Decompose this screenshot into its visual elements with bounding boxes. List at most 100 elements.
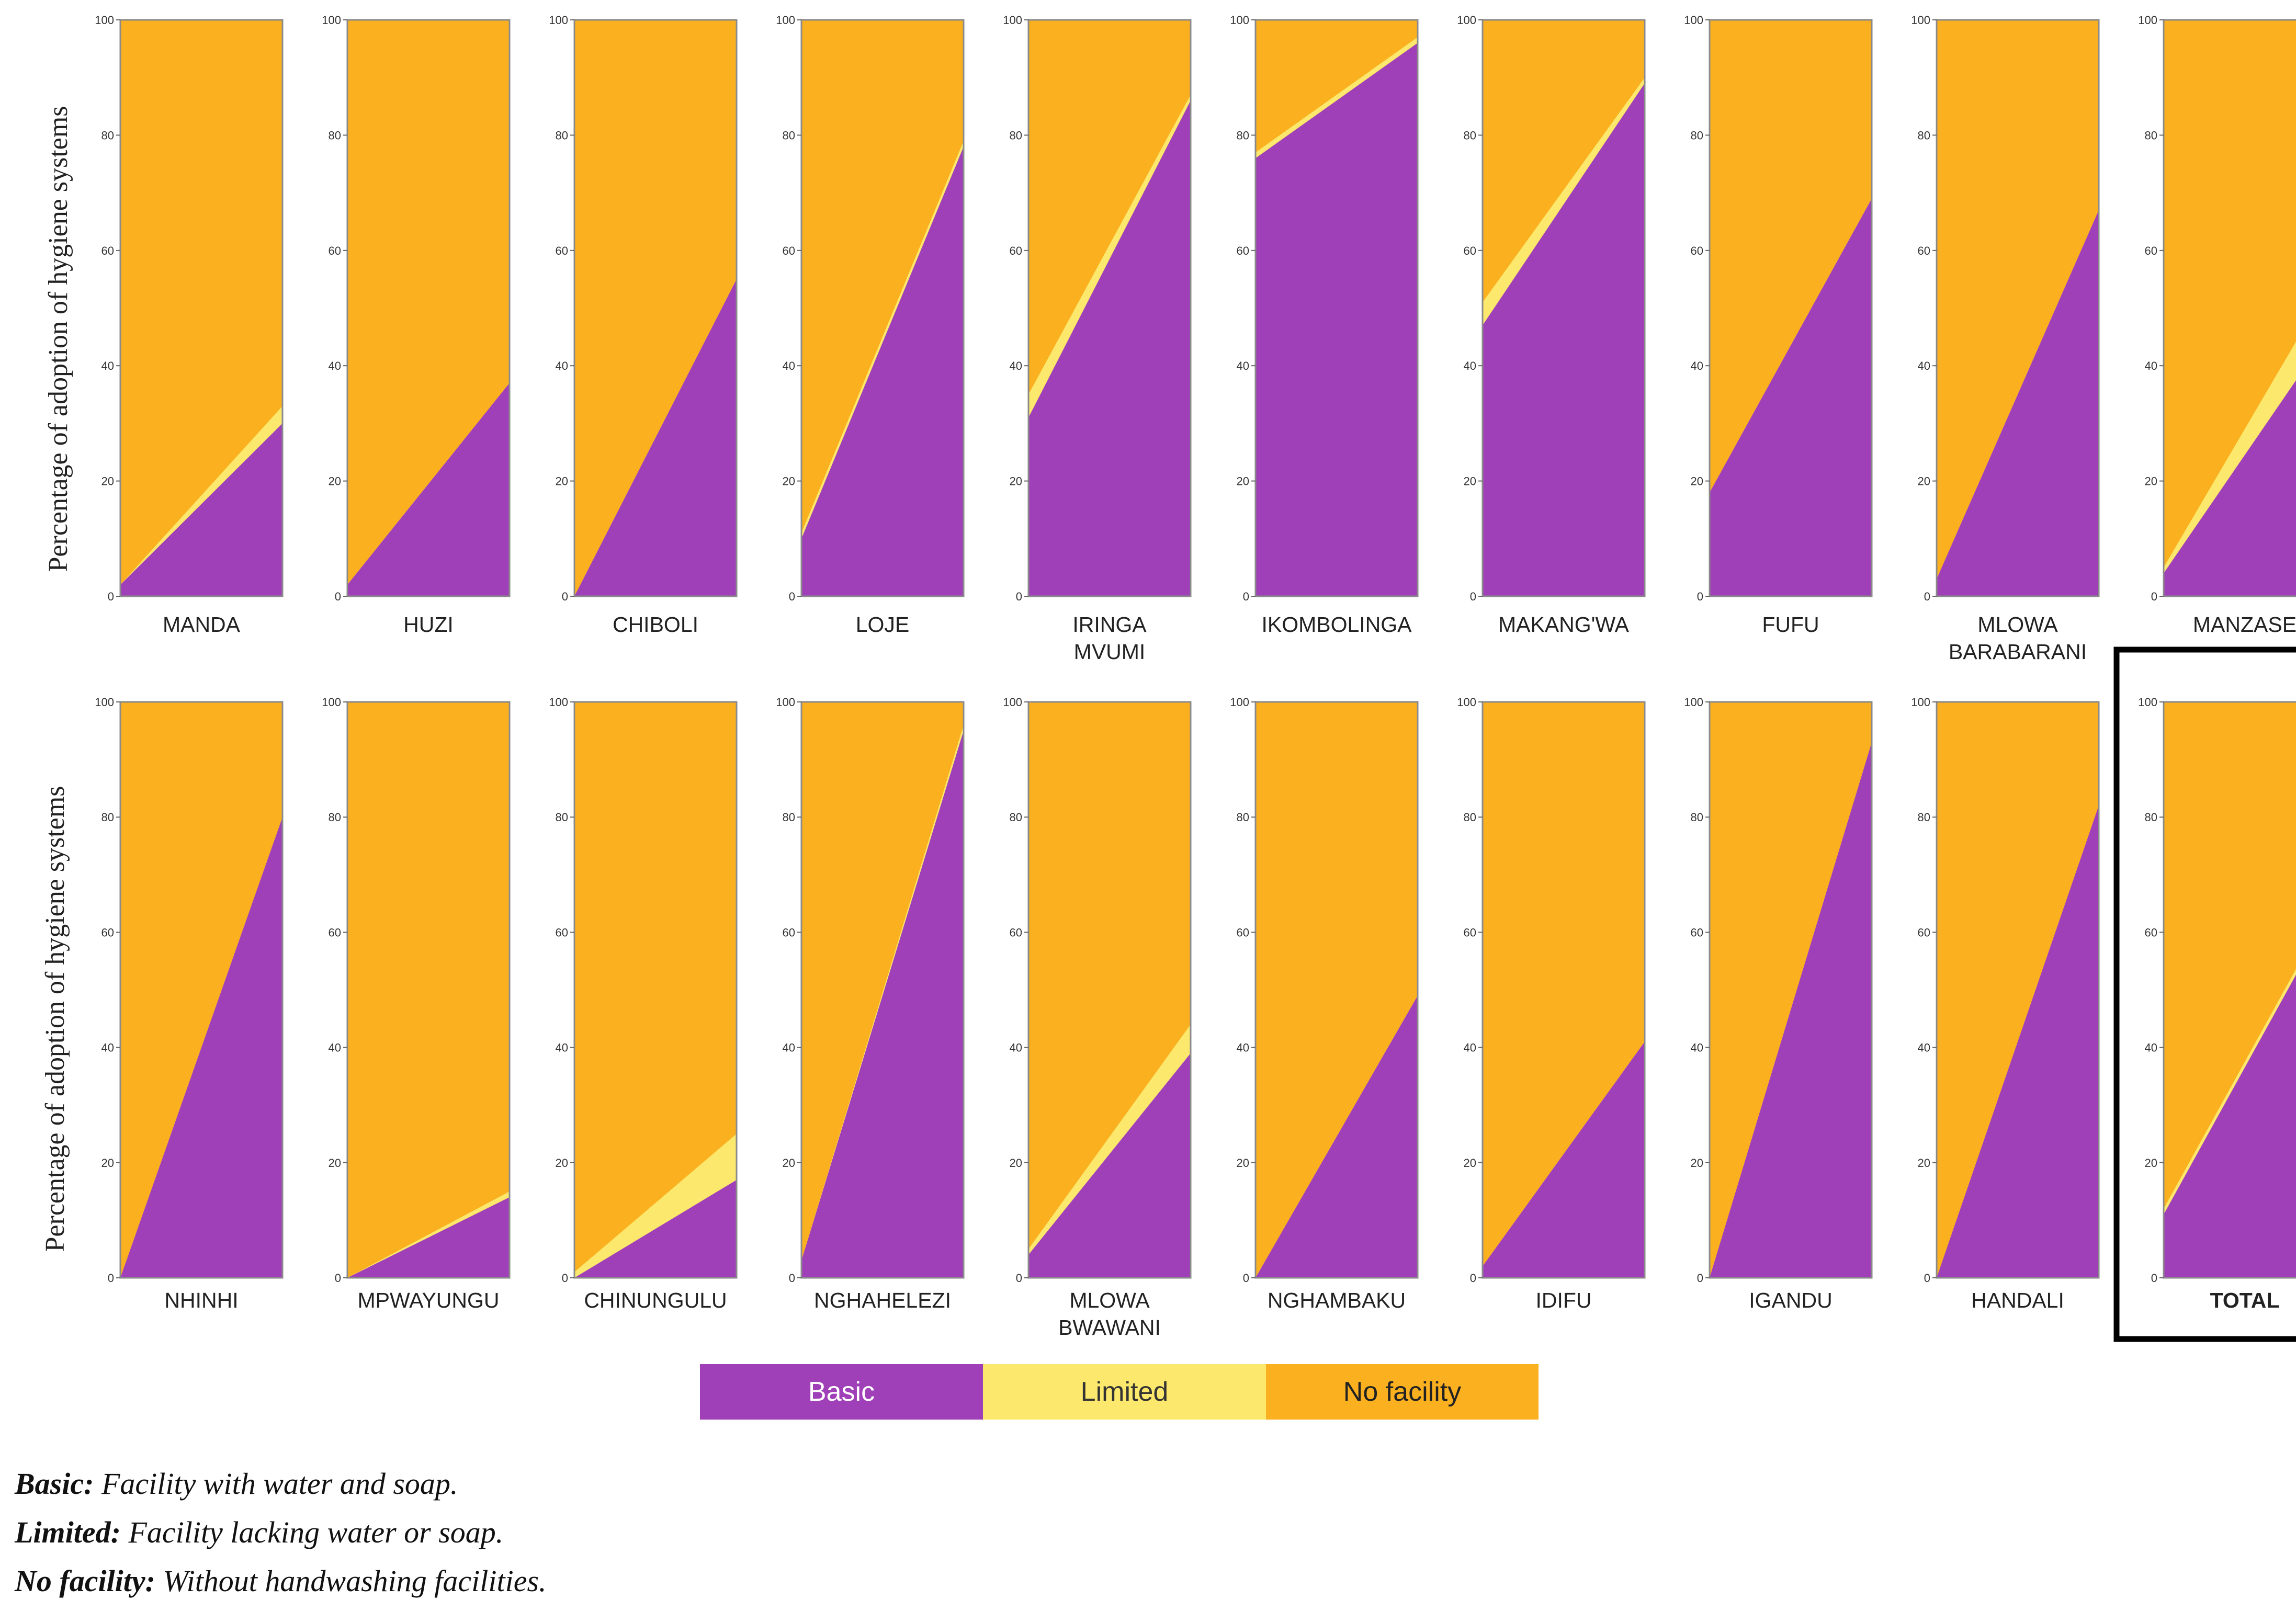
tick-label-nghambaku-100: 100 bbox=[1230, 696, 1249, 709]
tick-label-nhinhi-40: 40 bbox=[101, 1041, 114, 1054]
tick-label-nhinhi-20: 20 bbox=[101, 1156, 114, 1170]
tick-label-chiboli-20: 20 bbox=[556, 475, 568, 488]
panel-chiboli: 0 20 40 60 80 100 CHIBOLI bbox=[549, 14, 738, 637]
tick-label-huzi-100: 100 bbox=[322, 14, 341, 27]
no-facility-area-mpwayungu bbox=[347, 702, 510, 1278]
tick-label-chinungulu-20: 20 bbox=[556, 1156, 568, 1170]
tick-label-manda-20: 20 bbox=[101, 475, 114, 488]
panel-frame-handali bbox=[1936, 701, 2100, 1279]
tick-label-mlowa-bwawani-0: 0 bbox=[1016, 1272, 1022, 1285]
basic-area-chinungulu bbox=[574, 1179, 737, 1278]
tick-label-handali-100: 100 bbox=[1911, 696, 1930, 709]
tick-label-mpwayungu-20: 20 bbox=[329, 1156, 341, 1170]
tick-label-makang-wa-80: 80 bbox=[1464, 129, 1476, 142]
panels-group: 0 20 40 60 80 100 MANDA 0 20 40 60 80 100 HUZI 0 20 40 60… bbox=[95, 14, 2296, 1342]
tick-label-manda-80: 80 bbox=[101, 129, 114, 142]
tick-label-total-100: 100 bbox=[2138, 696, 2157, 709]
tick-label-chinungulu-40: 40 bbox=[556, 1041, 568, 1054]
tick-label-makang-wa-60: 60 bbox=[1464, 244, 1476, 257]
panel-frame-manzase bbox=[2163, 19, 2296, 597]
tick-label-nghambaku-20: 20 bbox=[1237, 1156, 1249, 1170]
tick-label-ikombolinga-80: 80 bbox=[1237, 129, 1249, 142]
basic-area-manda bbox=[120, 423, 282, 596]
y-axis-label-top: Percentage of adoption of hygiene system… bbox=[43, 106, 73, 572]
tick-label-huzi-40: 40 bbox=[329, 359, 341, 372]
category-label-loje: LOJE bbox=[856, 612, 910, 637]
tick-label-chinungulu-0: 0 bbox=[562, 1272, 568, 1285]
tick-label-manzase-60: 60 bbox=[2145, 244, 2157, 257]
panel-frame-mpwayungu bbox=[346, 701, 511, 1279]
panel-frame-nhinhi bbox=[119, 701, 284, 1279]
tick-label-iringa-mvumi-0: 0 bbox=[1016, 590, 1022, 603]
legend: Basic Limited No facility bbox=[700, 1364, 1539, 1420]
legend-limited: Limited bbox=[983, 1364, 1266, 1420]
panel-nghambaku: 0 20 40 60 80 100 NGHAMBAKU bbox=[1230, 696, 1419, 1312]
basic-area-mlowa-bwawani bbox=[1028, 1053, 1191, 1278]
category-label-mlowa-bwawani-line1: MLOWA bbox=[1069, 1288, 1150, 1312]
basic-area-loje bbox=[801, 146, 964, 596]
category-label-chiboli: CHIBOLI bbox=[613, 612, 698, 637]
panel-handali: 0 20 40 60 80 100 HANDALI bbox=[1911, 696, 2100, 1312]
tick-label-ikombolinga-20: 20 bbox=[1237, 475, 1249, 488]
note-limited-text: Facility lacking water or soap. bbox=[120, 1515, 504, 1549]
tick-label-mlowa-barabarani-80: 80 bbox=[1918, 129, 1930, 142]
basic-area-total bbox=[2164, 974, 2296, 1278]
panel-nhinhi: 0 20 40 60 80 100 NHINHI bbox=[95, 696, 284, 1312]
tick-label-ikombolinga-40: 40 bbox=[1237, 359, 1249, 372]
tick-label-manzase-20: 20 bbox=[2145, 475, 2157, 488]
notes: Basic: Facility with water and soap. Lim… bbox=[15, 1459, 547, 1605]
tick-label-igandu-20: 20 bbox=[1691, 1156, 1703, 1170]
tick-label-nhinhi-100: 100 bbox=[95, 696, 114, 709]
basic-area-mpwayungu bbox=[347, 1197, 510, 1278]
panel-frame-iringa-mvumi bbox=[1027, 19, 1192, 597]
tick-label-idifu-100: 100 bbox=[1457, 696, 1476, 709]
panel-frame-huzi bbox=[346, 19, 511, 597]
tick-label-makang-wa-0: 0 bbox=[1470, 590, 1476, 603]
panel-frame-manda bbox=[119, 19, 284, 597]
tick-label-igandu-60: 60 bbox=[1691, 926, 1703, 939]
tick-label-manzase-40: 40 bbox=[2145, 359, 2157, 372]
panel-idifu: 0 20 40 60 80 100 IDIFU bbox=[1457, 696, 1646, 1312]
tick-label-handali-80: 80 bbox=[1918, 811, 1930, 824]
panel-frame-loje bbox=[800, 19, 965, 597]
panel-frame-makang-wa bbox=[1481, 19, 1646, 597]
category-label-total: TOTAL bbox=[2210, 1288, 2280, 1312]
basic-area-iringa-mvumi bbox=[1028, 100, 1191, 596]
tick-label-ikombolinga-60: 60 bbox=[1237, 244, 1249, 257]
panel-loje: 0 20 40 60 80 100 LOJE bbox=[776, 14, 965, 637]
category-label-makang-wa: MAKANG'WA bbox=[1498, 612, 1630, 637]
tick-label-manzase-0: 0 bbox=[2151, 590, 2157, 603]
tick-label-total-80: 80 bbox=[2145, 811, 2157, 824]
panel-mpwayungu: 0 20 40 60 80 100 MPWAYUNGU bbox=[322, 696, 511, 1312]
tick-label-iringa-mvumi-20: 20 bbox=[1010, 475, 1022, 488]
panel-frame-nghambaku bbox=[1254, 701, 1419, 1279]
tick-label-ikombolinga-0: 0 bbox=[1243, 590, 1249, 603]
tick-label-fufu-100: 100 bbox=[1684, 14, 1703, 27]
panel-mlowa-bwawani: 0 20 40 60 80 100 MLOWA BWAWANI bbox=[1003, 696, 1192, 1340]
tick-label-fufu-40: 40 bbox=[1691, 359, 1703, 372]
category-label-mlowa-barabarani-line1: MLOWA bbox=[1977, 612, 2058, 637]
panel-frame-idifu bbox=[1481, 701, 1646, 1279]
tick-label-chiboli-40: 40 bbox=[556, 359, 568, 372]
tick-label-total-20: 20 bbox=[2145, 1156, 2157, 1170]
tick-label-loje-100: 100 bbox=[776, 14, 795, 27]
y-axis-label-bottom: Percentage of adoption of hygiene system… bbox=[40, 786, 70, 1252]
tick-label-loje-0: 0 bbox=[789, 590, 795, 603]
tick-label-mlowa-bwawani-20: 20 bbox=[1010, 1156, 1022, 1170]
tick-label-nhinhi-60: 60 bbox=[101, 926, 114, 939]
basic-area-makang-wa bbox=[1483, 83, 1645, 597]
tick-label-mlowa-barabarani-0: 0 bbox=[1924, 590, 1930, 603]
tick-label-nghambaku-40: 40 bbox=[1237, 1041, 1249, 1054]
tick-label-mlowa-barabarani-60: 60 bbox=[1918, 244, 1930, 257]
tick-label-igandu-80: 80 bbox=[1691, 811, 1703, 824]
panel-frame-nghahelezi bbox=[800, 701, 965, 1279]
category-label-ikombolinga: IKOMBOLINGA bbox=[1261, 612, 1412, 637]
tick-label-manda-40: 40 bbox=[101, 359, 114, 372]
category-label-igandu: IGANDU bbox=[1749, 1288, 1832, 1312]
note-basic-text: Facility with water and soap. bbox=[94, 1467, 458, 1501]
note-basic: Basic: Facility with water and soap. bbox=[15, 1459, 547, 1508]
tick-label-idifu-0: 0 bbox=[1470, 1272, 1476, 1285]
tick-label-idifu-60: 60 bbox=[1464, 926, 1476, 939]
tick-label-manda-60: 60 bbox=[101, 244, 114, 257]
tick-label-chiboli-100: 100 bbox=[549, 14, 568, 27]
